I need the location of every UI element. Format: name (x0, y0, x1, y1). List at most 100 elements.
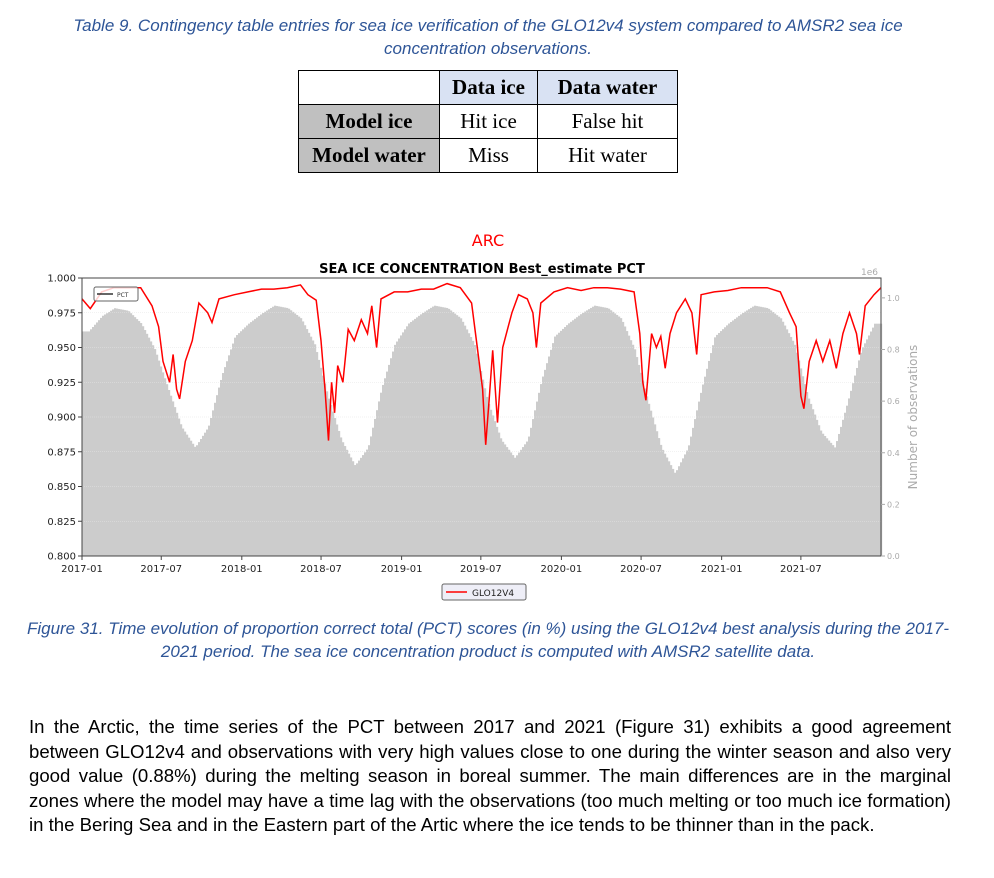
obs-bar (154, 349, 157, 556)
obs-bar (790, 336, 793, 556)
obs-bar (254, 319, 257, 556)
obs-bar (434, 305, 437, 556)
x-tick-label: 2020-07 (620, 564, 662, 575)
obs-bar (710, 353, 713, 556)
obs-bar (112, 309, 115, 556)
obs-bar (258, 316, 261, 556)
obs-bar (798, 360, 801, 556)
obs-bar (386, 371, 389, 556)
obs-bar (180, 424, 183, 556)
obs-bar (268, 309, 271, 556)
obs-bar (398, 338, 401, 556)
obs-bar (686, 450, 689, 556)
obs-bar (432, 306, 435, 556)
obs-bar (576, 317, 579, 556)
obs-bar (208, 425, 211, 556)
obs-bar (706, 368, 709, 556)
obs-bar (872, 327, 875, 556)
obs-bar (126, 310, 129, 556)
y-axis-left: 0.800 0.825 0.850 0.875 0.900 0.925 0.950 0.975… (47, 274, 82, 563)
obs-bar (348, 453, 351, 556)
obs-bar (146, 333, 149, 556)
obs-bar (160, 366, 163, 556)
obs-bar (300, 318, 303, 556)
obs-bar (490, 409, 493, 556)
table-cell: Miss (439, 138, 538, 173)
obs-bar (834, 447, 837, 556)
obs-bar (598, 306, 601, 556)
obs-bar (702, 384, 705, 556)
obs-bar (558, 332, 561, 556)
obs-bar (368, 445, 371, 556)
obs-bar (390, 358, 393, 556)
obs-bar (660, 444, 663, 556)
obs-bar (682, 458, 685, 556)
obs-bar (166, 384, 169, 556)
obs-bar (832, 445, 835, 556)
obs-bar (502, 441, 505, 556)
obs-bar (812, 409, 815, 556)
obs-bar (340, 437, 343, 556)
obs-bar (302, 321, 305, 556)
legend-pct-label: PCT (117, 292, 129, 299)
obs-bar (176, 412, 179, 556)
obs-bar (734, 318, 737, 556)
obs-bar (566, 325, 569, 556)
obs-bar (760, 306, 763, 556)
obs-bar (388, 364, 391, 556)
obs-bar (238, 333, 241, 556)
obs-bar (534, 410, 537, 556)
obs-bar (480, 370, 483, 556)
obs-bar (244, 327, 247, 556)
obs-bar (378, 401, 381, 556)
obs-bar (182, 428, 185, 556)
obs-bar (494, 421, 497, 556)
obs-bar (104, 314, 107, 556)
y2-tick-label: 0.0 (887, 552, 900, 561)
obs-bar (836, 441, 839, 556)
obs-bar (416, 317, 419, 556)
chart-region-title: ARC (472, 231, 504, 250)
obs-bar (780, 318, 783, 556)
obs-bar (874, 323, 877, 556)
obs-bar (364, 452, 367, 556)
obs-bar (608, 308, 611, 556)
obs-bar (86, 331, 89, 556)
obs-bar (800, 368, 803, 556)
obs-bar (334, 418, 337, 556)
obs-bar (492, 415, 495, 556)
obs-bar (446, 307, 449, 556)
obs-bar (194, 446, 197, 556)
obs-bar (858, 360, 861, 556)
x-tick-label: 2018-01 (221, 564, 263, 575)
obs-bar (192, 443, 195, 556)
obs-bar (262, 313, 265, 556)
y-tick-label: 0.900 (47, 413, 76, 424)
x-tick-label: 2018-07 (300, 564, 342, 575)
obs-bar (270, 307, 273, 556)
obs-bar (190, 440, 193, 556)
obs-bar (792, 340, 795, 556)
obs-bar (164, 378, 167, 556)
obs-bar (248, 323, 251, 556)
obs-bar (776, 315, 779, 556)
obs-bar (424, 311, 427, 556)
table-cell: Hit water (537, 138, 678, 173)
obs-bar (260, 314, 263, 556)
obs-bar (814, 414, 817, 556)
obs-bar (614, 313, 617, 556)
obs-bar (84, 331, 87, 556)
obs-bar (634, 349, 637, 556)
obs-bar (850, 390, 853, 556)
y-tick-label: 0.875 (47, 447, 76, 458)
obs-bar (436, 306, 439, 556)
obs-bar (100, 317, 103, 556)
obs-bar (712, 345, 715, 556)
obs-bar (330, 405, 333, 556)
obs-bar (586, 310, 589, 556)
obs-bar (636, 357, 639, 556)
obs-bar (854, 375, 857, 556)
obs-bar (604, 307, 607, 556)
chart-title: SEA ICE CONCENTRATION Best_estimate PCT (319, 262, 645, 277)
obs-bar (716, 334, 719, 556)
